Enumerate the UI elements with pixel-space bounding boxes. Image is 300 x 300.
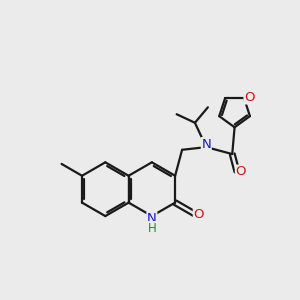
Text: N: N — [201, 138, 211, 151]
Text: O: O — [236, 165, 246, 178]
Text: N: N — [147, 212, 157, 225]
Text: H: H — [148, 221, 156, 235]
Text: O: O — [244, 91, 254, 104]
Text: O: O — [194, 208, 204, 220]
